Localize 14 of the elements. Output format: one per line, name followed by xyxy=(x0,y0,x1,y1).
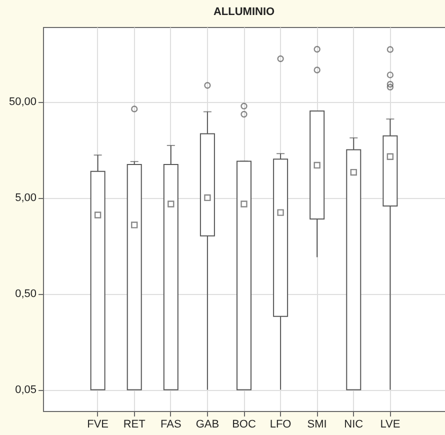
x-tick-label: NIC xyxy=(344,418,364,430)
chart-title: ALLUMINIO xyxy=(213,6,275,18)
y-tick-label: 50,00 xyxy=(8,96,36,108)
x-tick-label: LFO xyxy=(270,418,292,430)
y-tick-label: 5,00 xyxy=(15,192,36,204)
x-tick-label: FVE xyxy=(87,418,109,430)
x-tick-label: RET xyxy=(123,418,146,430)
x-tick-label: SMI xyxy=(307,418,327,430)
y-tick-label: 0,05 xyxy=(15,384,36,396)
x-tick-label: LVE xyxy=(380,418,400,430)
x-tick-label: GAB xyxy=(196,418,220,430)
x-tick-label: FAS xyxy=(160,418,182,430)
x-tick-label: BOC xyxy=(232,418,256,430)
y-tick-label: 0,50 xyxy=(15,288,36,300)
